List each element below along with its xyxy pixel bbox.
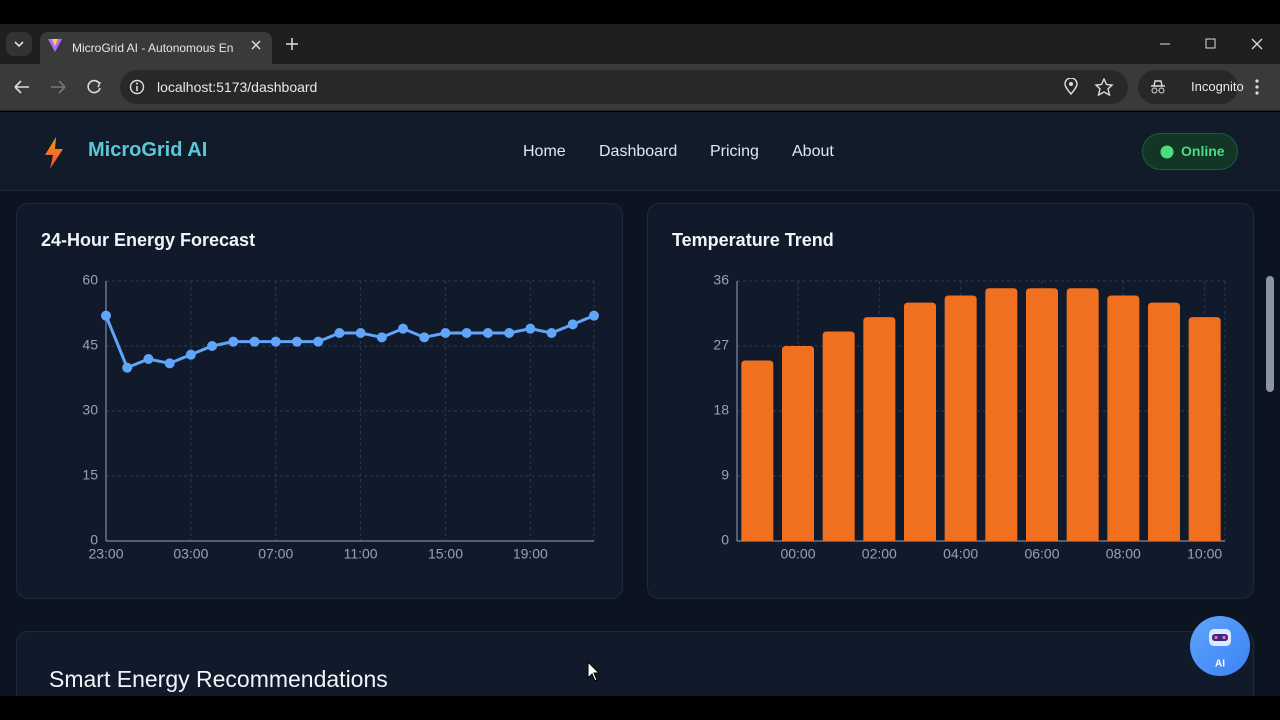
nav-link[interactable]: Pricing: [710, 143, 759, 160]
profile-chip[interactable]: Incognito: [1138, 70, 1244, 104]
point: [207, 341, 218, 351]
incognito-icon: [1151, 80, 1165, 94]
point: [589, 310, 599, 321]
nav-link[interactable]: Home: [523, 143, 566, 160]
point: [398, 323, 409, 334]
bar: [904, 302, 936, 541]
bar: [1066, 288, 1099, 541]
y-tick-label: 60: [82, 272, 98, 288]
point: [164, 358, 175, 369]
point: [504, 328, 515, 338]
nav-link[interactable]: Dashboard: [599, 143, 678, 160]
point: [376, 332, 387, 343]
point: [122, 362, 133, 373]
x-tick-label: 23:00: [88, 546, 123, 562]
new-tab[interactable]: [284, 36, 300, 52]
bar: [1188, 317, 1221, 541]
brand[interactable]: MicroGrid AI: [88, 139, 208, 161]
bar: [782, 346, 814, 541]
favicon: [48, 39, 62, 52]
y-tick-label: 0: [90, 532, 98, 548]
point: [525, 323, 536, 334]
point: [101, 310, 111, 321]
tab-close[interactable]: [248, 37, 264, 53]
bar: [863, 317, 896, 541]
point: [291, 336, 302, 347]
address-bar[interactable]: localhost:5173/dashboard: [120, 70, 1128, 104]
tab-menu[interactable]: [6, 32, 32, 56]
chart-title: Temperature Trend: [672, 230, 834, 250]
status-pill: Online: [1142, 133, 1238, 170]
chart-panel: Temperature Trend 0 9 18 27 36 00:00 02:00 04:0…: [647, 203, 1254, 599]
bar: [1107, 295, 1140, 541]
assistant-label: AI: [1215, 659, 1225, 670]
x-tick-label: 06:00: [1024, 546, 1059, 562]
point: [461, 328, 472, 338]
point: [185, 349, 196, 360]
point: [440, 328, 451, 338]
chart-panel: 24-Hour Energy Forecast 0 15 30 45 60 23:00 03…: [16, 203, 623, 599]
bar: [1148, 302, 1180, 541]
page: MicroGrid AI Home Dashboard Pricing Abou…: [0, 112, 1280, 696]
x-tick-label: 00:00: [780, 546, 815, 562]
logo: [45, 137, 63, 169]
y-tick-label: 18: [713, 402, 729, 418]
nav-buttons[interactable]: [10, 76, 110, 98]
x-tick-label: 03:00: [173, 546, 208, 562]
nav-link[interactable]: About: [792, 143, 834, 160]
window-controls[interactable]: [1150, 34, 1270, 54]
x-tick-label: 19:00: [513, 546, 548, 562]
x-tick-label: 15:00: [428, 546, 463, 562]
x-tick-label: 08:00: [1106, 546, 1141, 562]
y-tick-label: 36: [713, 272, 729, 288]
point: [482, 328, 493, 338]
x-tick-label: 04:00: [943, 546, 978, 562]
x-tick-label: 07:00: [258, 546, 293, 562]
line: [104, 314, 595, 370]
y-tick-label: 0: [721, 532, 729, 548]
bar: [741, 360, 774, 541]
y-tick-label: 9: [721, 467, 729, 483]
point: [355, 328, 366, 338]
point: [546, 328, 557, 338]
x-tick-label: 10:00: [1187, 546, 1222, 562]
chart-title: 24-Hour Energy Forecast: [41, 230, 255, 250]
y-tick-label: 27: [713, 337, 729, 353]
point: [270, 336, 281, 347]
assistant-button[interactable]: AI: [1188, 614, 1252, 678]
y-tick-label: 15: [82, 467, 98, 483]
y-tick-label: 30: [82, 402, 98, 418]
bar: [944, 295, 977, 541]
bar: [1026, 288, 1058, 541]
point: [334, 328, 345, 338]
bar: [822, 331, 855, 541]
cursor: [587, 661, 601, 682]
tab-title[interactable]: MicroGrid AI - Autonomous En: [40, 32, 272, 64]
point: [419, 332, 430, 343]
x-tick-label: 11:00: [344, 546, 378, 562]
point: [249, 336, 260, 347]
x-tick-label: 02:00: [862, 546, 897, 562]
omnibox-icons[interactable]: [1062, 78, 1114, 96]
section-title: Smart Energy Recommendations: [49, 666, 388, 692]
y-tick-label: 45: [82, 337, 98, 353]
point: [313, 336, 324, 347]
point: [228, 336, 239, 347]
browser-menu[interactable]: [1252, 78, 1262, 96]
point: [567, 319, 578, 330]
chart: 24-Hour Energy Forecast 0 15 30 45 60 23:00 03…: [41, 230, 599, 562]
app-header: [0, 112, 1280, 191]
bar: [985, 288, 1018, 541]
point: [143, 354, 154, 364]
scrollbar-thumb[interactable]: [1266, 276, 1276, 392]
chart: Temperature Trend 0 9 18 27 36 00:00 02:00 04:0…: [672, 230, 1226, 562]
status-dot: [1160, 145, 1174, 159]
site-info[interactable]: [129, 79, 145, 95]
recommendations-panel: [16, 631, 1254, 696]
